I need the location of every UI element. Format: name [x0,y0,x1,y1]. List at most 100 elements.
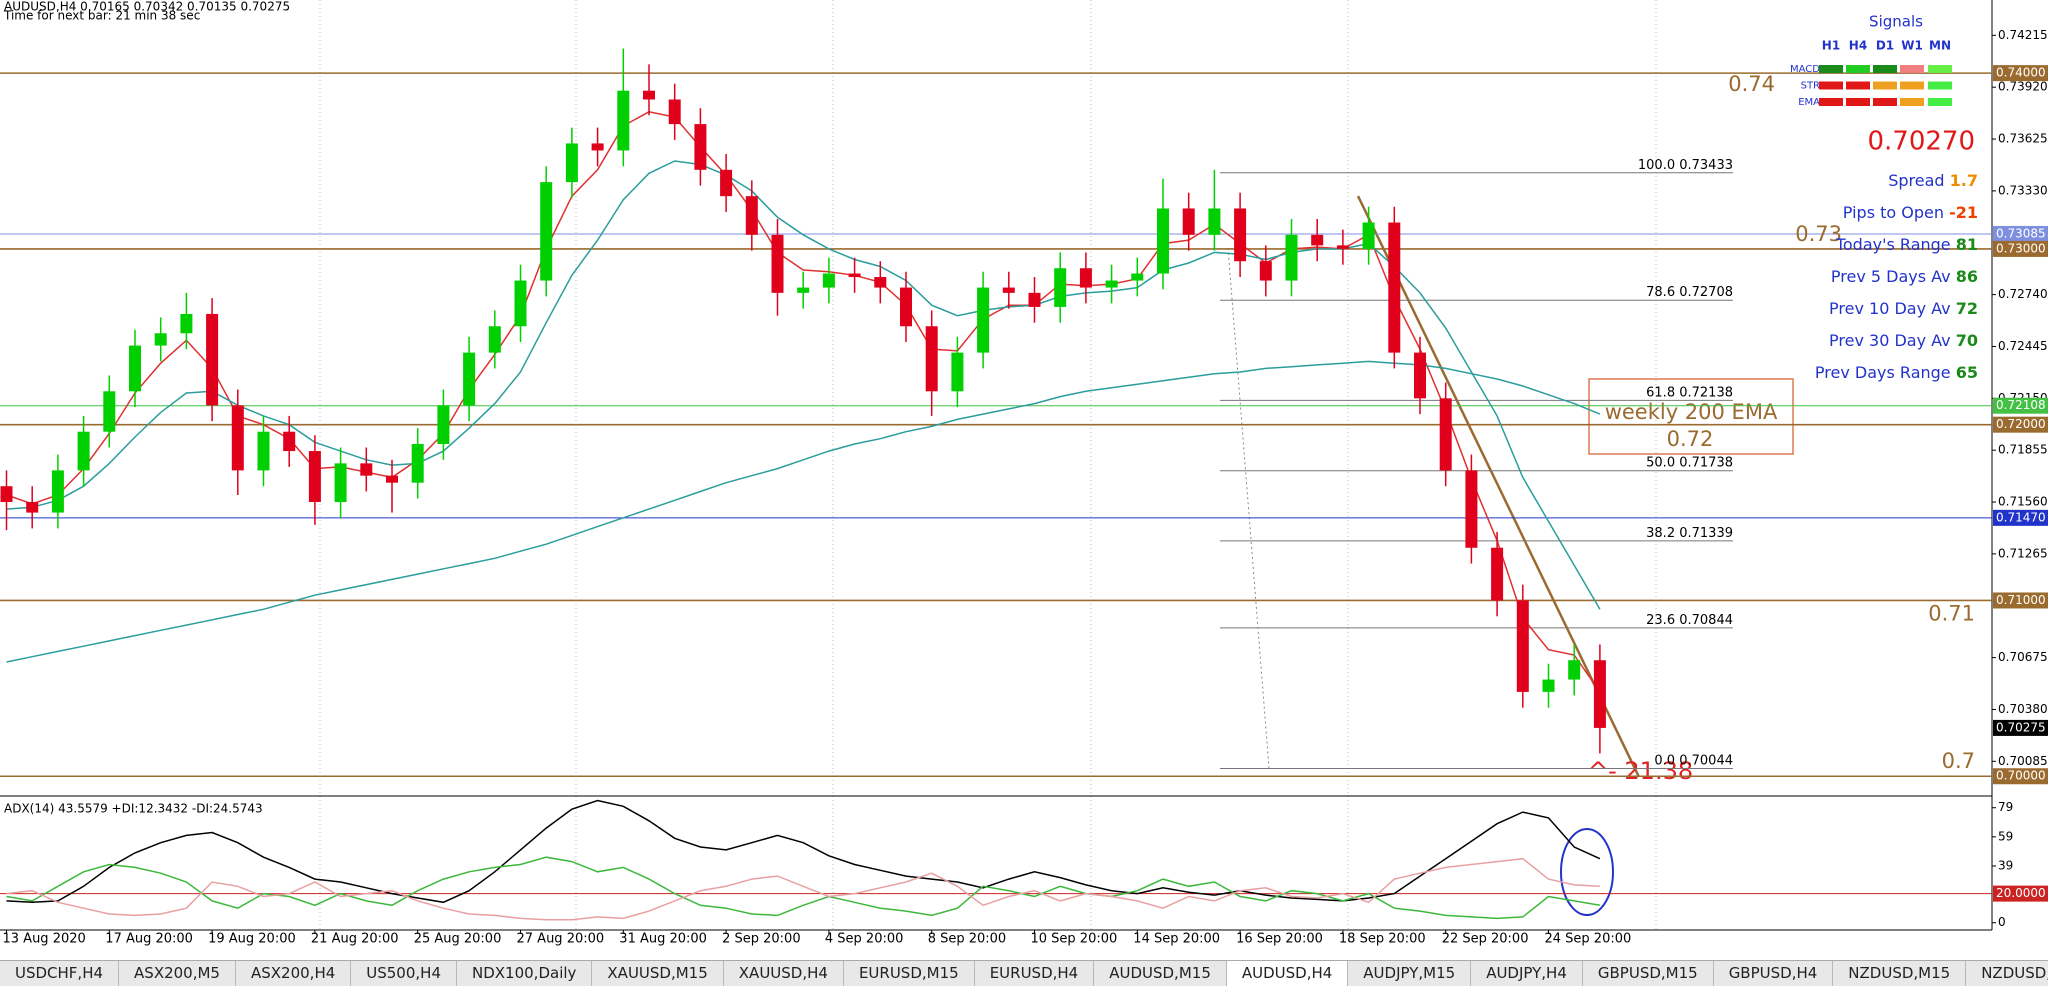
chart-tab[interactable]: NDX100,Daily [457,961,593,986]
y-tick-label: 0.73330 [1998,183,2048,197]
chart-tab[interactable]: NZDUSD,M15 [1833,961,1967,986]
x-tick-label: 18 Sep 20:00 [1339,932,1426,947]
x-tick-label: 25 Aug 20:00 [414,932,502,947]
fib-label: 100.0 0.73433 [1638,157,1733,172]
fib-value: 0.72138 [1679,385,1733,400]
stat-value: 70 [1956,331,1978,350]
chart-tab[interactable]: AUDJPY,H4 [1471,961,1583,986]
candle-body [411,444,424,483]
y-tick-label: 0.72445 [1998,339,2048,353]
chart-tab[interactable]: XAUUSD,M15 [592,961,724,986]
candle-body [1311,234,1324,246]
candle-body [977,287,990,353]
chart-tab[interactable]: GBPUSD,M15 [1583,961,1714,986]
candle-body [1079,268,1092,288]
stat-label: Spread [1888,171,1944,190]
tab-bar: USDCHF,H4 ASX200,M5 ASX200,H4 US500,H4 NDX10… [0,960,2048,986]
level-tag: 0.71 [1928,601,1975,625]
candle-body [848,273,861,278]
chart-tab[interactable]: AUDJPY,M15 [1348,961,1472,986]
signal-cell [1846,98,1870,106]
candle-body [26,502,39,513]
chart-tab[interactable]: EURUSD,H4 [975,961,1095,986]
fib-label: 50.0 0.71738 [1646,455,1733,470]
signal-column: W1 [1901,39,1923,53]
fib-level: 78.6 [1646,285,1675,300]
candle-body [1593,660,1606,728]
candle-body [745,196,758,235]
signal-cell [1819,81,1843,90]
candle-body [103,391,116,432]
fib-label: 23.6 0.70844 [1646,612,1733,627]
signal-cell [1928,98,1952,106]
candle-body [206,313,219,406]
x-tick-label: 8 Sep 20:00 [928,932,1007,947]
candle-body [1234,208,1247,262]
chart-tab[interactable]: EURUSD,M15 [844,961,975,986]
stat-row: Prev 10 Day Av 72 [1829,299,1978,318]
signal-column: D1 [1876,39,1894,53]
chart-tab[interactable]: AUDUSD,M15 [1094,961,1227,986]
level-box [1993,65,2048,82]
chart-tab[interactable]: USDCHF,H4 [0,961,120,986]
stat-value: 86 [1956,267,1978,286]
y-tick-label: 59 [1998,829,2013,843]
level-tag: 0.73 [1795,222,1842,246]
signal-cell [1928,81,1952,90]
chart-tab[interactable]: ASX200,H4 [236,961,352,986]
candle-body [925,326,938,392]
x-tick-label: 22 Sep 20:00 [1442,932,1529,947]
candle-body [463,352,476,406]
x-tick-label: 17 Aug 20:00 [105,932,193,947]
candle-body [617,90,630,151]
x-tick-label: 24 Sep 20:00 [1545,932,1632,947]
y-tick-label: 0 [1998,915,2006,929]
chart-tab[interactable]: ASX200,M5 [119,961,236,986]
adx-title: ADX(14) 43.5579 +DI:12.3432 -DI:24.5743 [4,802,263,816]
signal-cell [1873,65,1897,73]
y-tick-label: 0.71855 [1998,443,2048,457]
price-display: 0.70270 [1867,127,1975,157]
stat-label: Prev 10 Day Av [1829,299,1951,318]
level-label: 0.72000 [1996,417,2046,431]
candle-body [1388,222,1401,353]
candle-body [565,143,578,183]
candle-body [257,431,270,471]
fib-label: 38.2 0.71339 [1646,525,1733,540]
candle-body [334,463,347,503]
stat-value: 1.7 [1950,171,1978,190]
signal-column: H1 [1822,39,1840,53]
candle-body [900,287,912,327]
stat-value: -21 [1949,203,1978,222]
x-tick-label: 14 Sep 20:00 [1133,932,1220,947]
signal-column: MN [1929,39,1951,53]
candle-body [386,475,398,483]
chart-tab[interactable]: NZDUSD,H4 [1966,961,2048,986]
candle-body [1439,398,1452,471]
candle-body [1259,261,1272,281]
ema-box [1588,378,1794,455]
signal-row-label: STR [1801,81,1820,92]
chart-tab[interactable]: AUDUSD,H4 [1226,961,1349,986]
chart-tab[interactable]: GBPUSD,H4 [1714,961,1834,986]
signals-title: Signals [1869,13,1923,31]
candle-body [591,143,604,151]
fib-value: 0.73433 [1679,157,1733,172]
bar-timer: Time for next bar: 21 min 38 sec [3,9,200,23]
chart-tab[interactable]: US500,H4 [351,961,457,986]
symbol-line: AUDUSD,H4 0.70165 0.70342 0.70135 0.7027… [4,0,290,14]
y-tick-label: 0.73920 [1998,80,2048,94]
candle-body [1516,600,1529,692]
current-price-box [1993,719,2048,736]
chart-tab[interactable]: XAUUSD,H4 [724,961,844,986]
candle-body [51,470,64,513]
fib-label: 0.0 0.70044 [1654,753,1733,768]
signal-cell [1900,65,1924,73]
level-box [1993,416,2048,433]
candle-body [694,124,707,170]
fib-label: 61.8 0.72138 [1646,385,1733,400]
stat-row: Prev 30 Day Av 70 [1829,331,1978,350]
fib-level: 61.8 [1646,385,1675,400]
candle-body [771,234,784,293]
candle-body [437,405,450,445]
